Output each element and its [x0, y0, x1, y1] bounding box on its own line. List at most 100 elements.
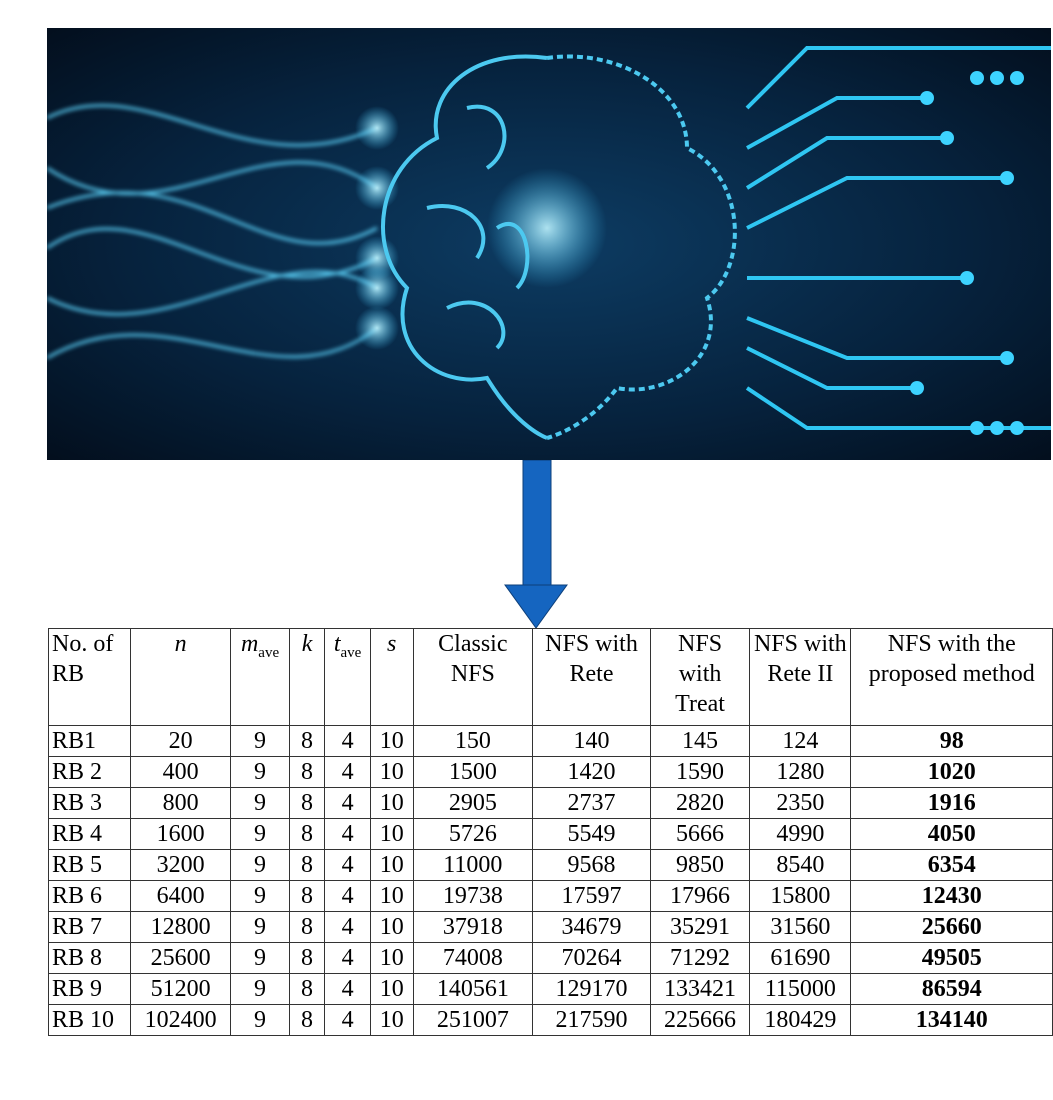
header-row: No. of RB n mave k tave s Classic NFS NFS with … — [48, 628, 1053, 726]
table-row: RB 7 12800 9 8 4 10 37918 34679 35291 31560 25660 — [48, 911, 1053, 943]
brain-outline — [381, 54, 737, 440]
table-cell: 98 — [850, 725, 1053, 757]
table-cell: 5666 — [649, 818, 751, 850]
table-cell: 25660 — [850, 911, 1053, 943]
table-cell: 74008 — [412, 942, 534, 974]
results-table: No. of RB n mave k tave s Classic NFS NFS with … — [48, 628, 1053, 1036]
table-cell: 9 — [230, 880, 290, 912]
table-row: RB 8 25600 9 8 4 10 74008 70264 71292 61690 49505 — [48, 942, 1053, 974]
table-cell: 8 — [288, 725, 326, 757]
column-header: Classic NFS — [412, 628, 534, 726]
table-cell: 8 — [288, 880, 326, 912]
table-row: RB 4 1600 9 8 4 10 5726 5549 5666 4990 4050 — [48, 818, 1053, 850]
column-header: mave — [230, 628, 290, 726]
table-cell: 10 — [369, 818, 414, 850]
table-cell: 8 — [288, 818, 326, 850]
table-cell: 4 — [324, 787, 371, 819]
table-cell: 1020 — [850, 756, 1053, 788]
table-cell: RB 2 — [48, 756, 131, 788]
table-cell: 9 — [230, 787, 290, 819]
column-header: NFS with Rete — [532, 628, 651, 726]
column-header: NFS with Rete II — [749, 628, 852, 726]
table-cell: 1590 — [649, 756, 751, 788]
table-cell: 49505 — [850, 942, 1053, 974]
table-cell: 4 — [324, 818, 371, 850]
column-header: k — [288, 628, 326, 726]
table-cell: 251007 — [412, 1004, 534, 1036]
table-cell: 145 — [649, 725, 751, 757]
table-cell: 115000 — [749, 973, 852, 1005]
table-cell: RB 6 — [48, 880, 131, 912]
column-header: NFS with the proposed method — [850, 628, 1053, 726]
table-cell: 2737 — [532, 787, 651, 819]
table-cell: 71292 — [649, 942, 751, 974]
column-header: No. of RB — [48, 628, 131, 726]
table-cell: 400 — [129, 756, 232, 788]
table-cell: 35291 — [649, 911, 751, 943]
table-cell: 10 — [369, 880, 414, 912]
table-cell: 10 — [369, 942, 414, 974]
table-cell: 4 — [324, 911, 371, 943]
table-cell: 4050 — [850, 818, 1053, 850]
table-row: RB 9 51200 9 8 4 10 140561 129170 133421 115000 86… — [48, 973, 1053, 1005]
table-cell: 8 — [288, 942, 326, 974]
table-cell: 34679 — [532, 911, 651, 943]
light-waves — [47, 104, 378, 360]
table-cell: 15800 — [749, 880, 852, 912]
table-cell: 9 — [230, 942, 290, 974]
table-cell: 8 — [288, 911, 326, 943]
column-header: NFS with Treat — [649, 628, 751, 726]
table-cell: 2905 — [412, 787, 534, 819]
table-row: RB 10 102400 9 8 4 10 251007 217590 225666 180429… — [48, 1004, 1053, 1036]
table-cell: 37918 — [412, 911, 534, 943]
table-cell: 4 — [324, 756, 371, 788]
table-cell: 225666 — [649, 1004, 751, 1036]
table-cell: 9 — [230, 818, 290, 850]
table-cell: 9 — [230, 1004, 290, 1036]
table-row: RB1 20 9 8 4 10 150 140 145 124 98 — [48, 725, 1053, 757]
down-arrow — [504, 460, 568, 629]
table-cell: RB1 — [48, 725, 131, 757]
table-cell: RB 3 — [48, 787, 131, 819]
table-cell: 1420 — [532, 756, 651, 788]
table-cell: 4 — [324, 849, 371, 881]
table-cell: 8 — [288, 756, 326, 788]
table-cell: 180429 — [749, 1004, 852, 1036]
table-cell: 6400 — [129, 880, 232, 912]
table-cell: 10 — [369, 973, 414, 1005]
table-cell: 4 — [324, 973, 371, 1005]
table-cell: 4 — [324, 1004, 371, 1036]
table-cell: 217590 — [532, 1004, 651, 1036]
table-cell: 129170 — [532, 973, 651, 1005]
table-cell: 4 — [324, 880, 371, 912]
table-cell: 4 — [324, 725, 371, 757]
table-cell: 133421 — [649, 973, 751, 1005]
table-cell: 12800 — [129, 911, 232, 943]
table-cell: 1600 — [129, 818, 232, 850]
table-cell: 2350 — [749, 787, 852, 819]
table-cell: RB 9 — [48, 973, 131, 1005]
table-cell: 8 — [288, 849, 326, 881]
table-cell: 5726 — [412, 818, 534, 850]
table-cell: 70264 — [532, 942, 651, 974]
table-cell: RB 8 — [48, 942, 131, 974]
table-cell: 800 — [129, 787, 232, 819]
table-row: RB 5 3200 9 8 4 10 11000 9568 9850 8540 6354 — [48, 849, 1053, 881]
brain-circuit-image — [47, 28, 1051, 460]
table-cell: 10 — [369, 787, 414, 819]
table-cell: 8 — [288, 787, 326, 819]
table-cell: 124 — [749, 725, 852, 757]
table-cell: 17597 — [532, 880, 651, 912]
table-cell: 31560 — [749, 911, 852, 943]
table-cell: 8 — [288, 1004, 326, 1036]
table-cell: RB 7 — [48, 911, 131, 943]
table-cell: 25600 — [129, 942, 232, 974]
table-cell: 1500 — [412, 756, 534, 788]
table-cell: 5549 — [532, 818, 651, 850]
table-cell: 61690 — [749, 942, 852, 974]
table-cell: 20 — [129, 725, 232, 757]
table-cell: 9850 — [649, 849, 751, 881]
table-cell: 6354 — [850, 849, 1053, 881]
table-cell: 9 — [230, 849, 290, 881]
table-cell: 17966 — [649, 880, 751, 912]
